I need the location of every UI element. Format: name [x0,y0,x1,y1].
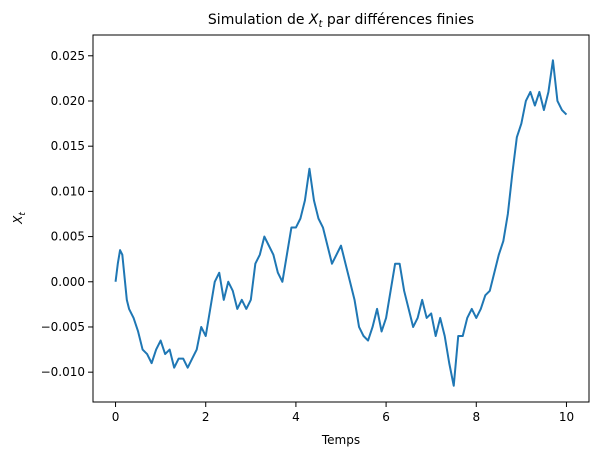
y-tick-label: 0.020 [51,94,85,108]
y-tick-label: −0.010 [41,365,85,379]
y-axis-label: Xt [11,212,28,225]
y-tick-label: 0.010 [51,184,85,198]
y-tick-label: 0.015 [51,139,85,153]
title-text: par différences finies [322,12,474,28]
title-text: Simulation de [208,12,309,28]
chart-title: Simulation de Xt par différences finies [208,12,474,30]
x-tick-label: 2 [202,410,210,424]
x-tick-label: 8 [472,410,480,424]
y-tick-label: 0.025 [51,49,85,63]
x-tick-label: 0 [112,410,120,424]
y-tick-label: −0.005 [41,320,85,334]
title-sub: t [319,19,324,30]
x-axis-label: Temps [321,433,360,447]
y-label-var: X [11,215,25,225]
x-tick-label: 4 [292,410,300,424]
y-tick-label: 0.005 [51,230,85,244]
y-tick-label: 0.000 [51,275,85,289]
series-line [114,59,568,387]
title-var: X [308,12,319,28]
y-label-sub: t [18,212,28,216]
x-tick-label: 10 [559,410,574,424]
x-tick-label: 6 [382,410,390,424]
plot-frame [92,34,590,403]
